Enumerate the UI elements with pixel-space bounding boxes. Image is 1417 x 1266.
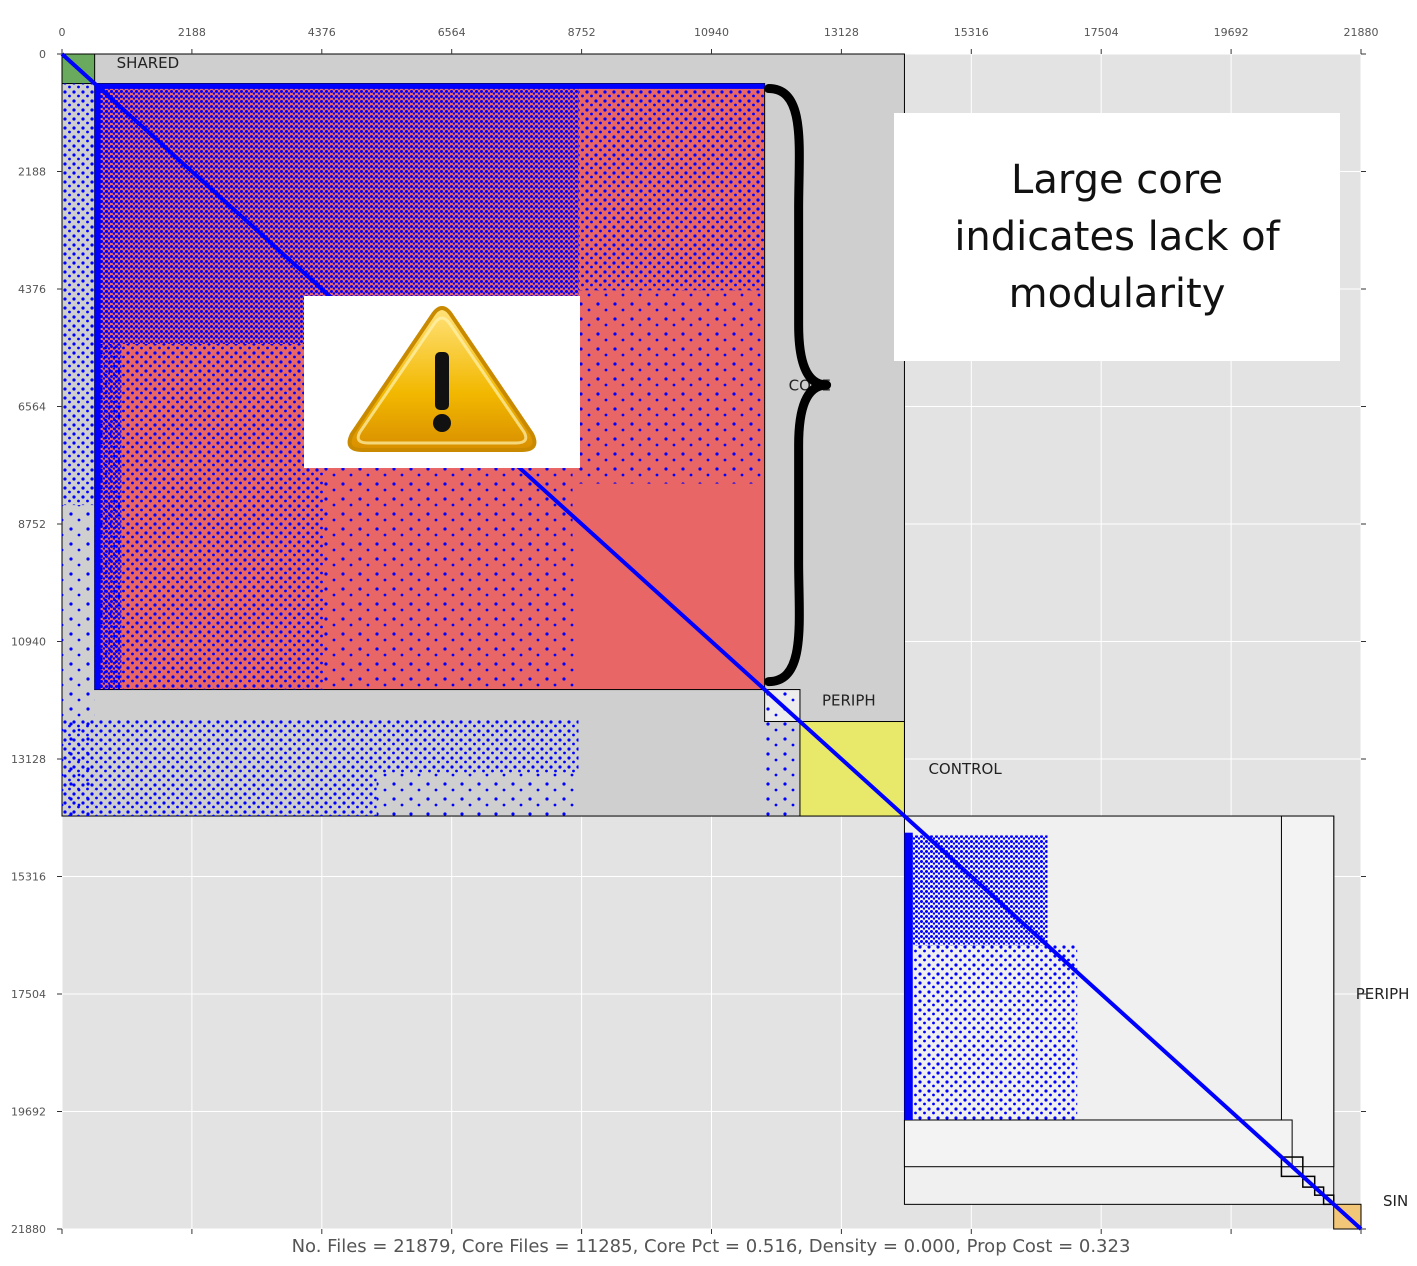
y-tick-label: 0	[39, 48, 46, 61]
stats-footer: No. Files = 21879, Core Files = 11285, C…	[292, 1236, 1131, 1257]
dependency-cluster	[904, 835, 1048, 946]
x-tick-label: 8752	[568, 26, 596, 39]
y-tick-label: 19692	[11, 1106, 46, 1119]
x-tick-label: 4376	[308, 26, 336, 39]
dependency-cluster	[376, 773, 579, 817]
x-tick-label: 6564	[438, 26, 466, 39]
dependency-cluster	[62, 719, 579, 774]
x-tick-label: 0	[59, 26, 66, 39]
dependency-cluster	[94, 343, 324, 690]
y-tick-label: 17504	[11, 988, 46, 1001]
region-label-sin: SIN	[1383, 1192, 1408, 1210]
x-tick-label: 13128	[824, 26, 859, 39]
y-tick-label: 21880	[11, 1223, 46, 1236]
callout-box: Large core indicates lack of modularity	[894, 113, 1340, 361]
dependency-cluster	[323, 548, 579, 690]
y-tick-label: 6564	[18, 401, 46, 414]
y-tick-label: 10940	[11, 636, 46, 649]
dependency-band	[904, 832, 913, 1120]
right-curly-brace-icon	[764, 84, 832, 687]
region-label-periph: PERIPH	[822, 692, 876, 710]
y-tick-label: 15316	[11, 871, 46, 884]
dependency-cluster	[764, 689, 800, 817]
dependency-cluster	[904, 945, 1078, 1120]
region-periph-inner	[1280, 815, 1335, 1168]
region-periph-subbox	[1302, 1175, 1316, 1188]
x-tick-label: 2188	[178, 26, 206, 39]
dependency-cluster	[62, 83, 95, 506]
dependency-cluster	[578, 290, 765, 484]
diagonal-line	[60, 52, 1363, 1231]
axis-ticks: 00 2188 2188 4376 4376 6564 6564 8752 8752 10940 1…	[11, 26, 1379, 1236]
region-periph-subbox	[1280, 1156, 1304, 1178]
x-tick-label: 10940	[694, 26, 729, 39]
y-tick-label: 4376	[18, 283, 46, 296]
region-periph-subbox	[1322, 1194, 1335, 1206]
diagonal	[60, 52, 1363, 1231]
region-label-shared: SHARED	[117, 54, 180, 72]
y-tick-label: 8752	[18, 518, 46, 531]
warning-triangle-icon	[304, 296, 580, 468]
region-periph-subbox	[1313, 1186, 1325, 1196]
region-label-periph: PERIPH	[1356, 985, 1410, 1003]
x-tick-label: 17504	[1084, 26, 1119, 39]
dependency-cluster	[62, 773, 377, 817]
x-tick-label: 21880	[1344, 26, 1379, 39]
dependency-cluster	[578, 83, 765, 291]
x-tick-label: 19692	[1214, 26, 1249, 39]
x-tick-label: 15316	[954, 26, 989, 39]
region-label-control: CONTROL	[928, 760, 1002, 778]
dependency-band	[94, 83, 101, 690]
dependency-band	[94, 83, 765, 89]
y-tick-label: 2188	[18, 166, 46, 179]
region-periph-strip	[903, 1119, 1293, 1168]
y-tick-label: 13128	[11, 753, 46, 766]
